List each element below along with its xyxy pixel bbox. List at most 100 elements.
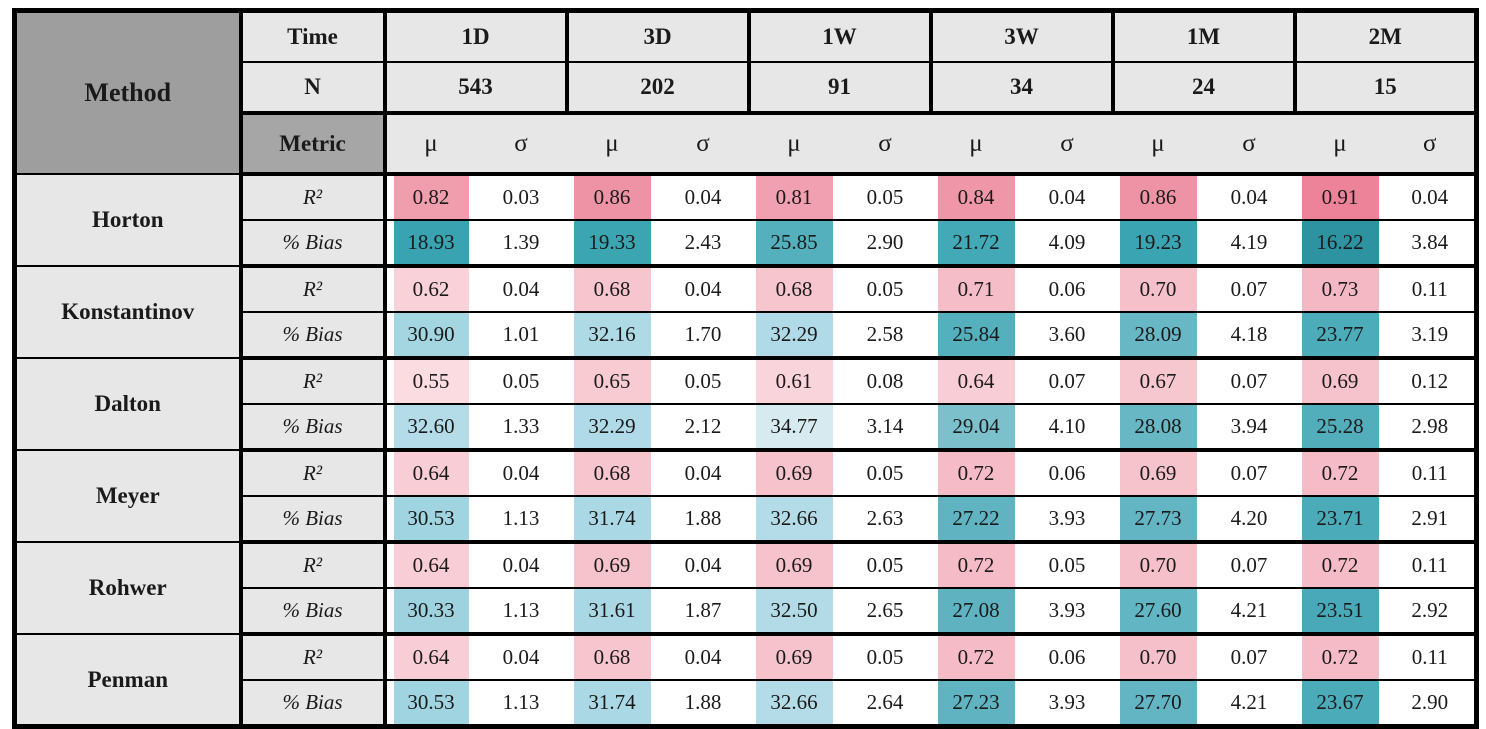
r2-mu-cell: 0.86	[566, 174, 658, 221]
r2-mu-value: 0.70	[1119, 544, 1197, 586]
r2-sigma-cell: 0.04	[657, 174, 749, 221]
r2-metric-label: R²	[240, 542, 387, 589]
bias-sigma-cell: 4.09	[1021, 220, 1113, 268]
r2-mu-cell: 0.69	[1294, 358, 1386, 405]
n-label: N	[240, 62, 387, 115]
bias-mu-cell: 27.73	[1112, 496, 1204, 544]
r2-sigma-value: 0.05	[502, 369, 540, 393]
bias-mu-value: 27.60	[1119, 589, 1197, 630]
method-r2-row: Penman R² 0.64 0.04 0.68 0.04 0.69 0.05 0.72 0.06…	[14, 634, 1477, 728]
bias-mu-cell: 30.53	[384, 496, 476, 544]
r2-sigma-cell: 0.04	[657, 266, 749, 313]
bias-mu-cell: 27.23	[930, 680, 1022, 729]
r2-mu-cell: 0.68	[566, 450, 658, 497]
bias-sigma-value: 1.88	[684, 506, 722, 530]
method-name: Penman	[14, 634, 243, 728]
bias-metric-label: % Bias	[240, 404, 387, 452]
time-period-3w: 3W	[928, 10, 1115, 63]
r2-mu-cell: 0.72	[930, 542, 1022, 589]
r2-sigma-cell: 0.07	[1203, 358, 1295, 405]
r2-mu-cell: 0.68	[748, 266, 840, 313]
r2-mu-value: 0.73	[1301, 268, 1379, 310]
r2-mu-value: 0.82	[393, 176, 469, 218]
bias-sigma-value: 3.93	[1048, 598, 1086, 622]
bias-sigma-cell: 1.87	[657, 588, 749, 636]
r2-mu-cell: 0.69	[1112, 450, 1204, 497]
bias-sigma-cell: 3.14	[839, 404, 931, 452]
sigma-header: σ	[1203, 113, 1295, 176]
bias-mu-value: 28.09	[1119, 313, 1197, 354]
bias-mu-cell: 31.74	[566, 496, 658, 544]
r2-sigma-cell: 0.04	[1385, 174, 1477, 221]
r2-sigma-value: 0.05	[866, 645, 904, 669]
bias-sigma-value: 2.64	[866, 690, 904, 714]
r2-sigma-value: 0.11	[1411, 277, 1448, 301]
bias-sigma-cell: 1.70	[657, 312, 749, 360]
bias-sigma-cell: 1.01	[475, 312, 567, 360]
bias-sigma-cell: 1.13	[475, 680, 567, 729]
r2-sigma-value: 0.07	[1230, 277, 1268, 301]
bias-mu-cell: 28.09	[1112, 312, 1204, 360]
time-label: Time	[240, 10, 387, 63]
time-header-row: Method Time 1D 3D 1W 3W 1M 2M	[14, 10, 1479, 175]
r2-mu-value: 0.72	[1301, 452, 1379, 494]
n-value-1m: 24	[1110, 62, 1297, 115]
bias-mu-cell: 32.66	[748, 680, 840, 729]
bias-sigma-cell: 2.98	[1385, 404, 1477, 452]
bias-mu-cell: 32.16	[566, 312, 658, 360]
bias-mu-cell: 25.85	[748, 220, 840, 268]
bias-mu-cell: 31.61	[566, 588, 658, 636]
bias-mu-cell: 32.60	[384, 404, 476, 452]
sample-size-row: N 543 202 91 34 24 15	[15, 62, 1479, 115]
bias-mu-cell: 25.84	[930, 312, 1022, 360]
bias-sigma-cell: 1.13	[475, 588, 567, 636]
r2-mu-cell: 0.72	[930, 634, 1022, 681]
r2-mu-cell: 0.69	[566, 542, 658, 589]
r2-sigma-value: 0.04	[502, 553, 540, 577]
bias-mu-value: 30.33	[393, 589, 469, 630]
r2-sigma-cell: 0.06	[1021, 450, 1113, 497]
r2-mu-value: 0.68	[573, 636, 651, 678]
r2-mu-value: 0.81	[755, 176, 833, 218]
bias-sigma-cell: 2.65	[839, 588, 931, 636]
r2-mu-cell: 0.62	[384, 266, 476, 313]
bias-mu-value: 32.66	[755, 497, 833, 538]
bias-mu-cell: 30.33	[384, 588, 476, 636]
bias-mu-cell: 18.93	[384, 220, 476, 268]
r2-sigma-cell: 0.11	[1385, 634, 1477, 681]
method-name: Dalton	[14, 358, 243, 451]
r2-mu-value: 0.69	[1301, 360, 1379, 402]
r2-sigma-cell: 0.05	[839, 450, 931, 497]
r2-mu-value: 0.68	[573, 268, 651, 310]
bias-mu-value: 25.28	[1301, 405, 1379, 446]
bias-mu-value: 25.85	[755, 221, 833, 262]
bias-mu-cell: 23.67	[1294, 680, 1386, 729]
bias-metric-label: % Bias	[240, 588, 387, 636]
r2-mu-cell: 0.67	[1112, 358, 1204, 405]
bias-mu-value: 27.70	[1119, 681, 1197, 723]
r2-mu-value: 0.65	[573, 360, 651, 402]
bias-mu-cell: 30.53	[384, 680, 476, 729]
metric-label: Metric	[240, 113, 387, 176]
r2-mu-value: 0.62	[393, 268, 469, 310]
r2-mu-value: 0.68	[573, 452, 651, 494]
bias-mu-value: 23.51	[1301, 589, 1379, 630]
method-name: Rohwer	[14, 542, 243, 635]
r2-mu-cell: 0.91	[1294, 174, 1386, 221]
r2-sigma-value: 0.04	[1048, 185, 1086, 209]
bias-sigma-value: 4.21	[1230, 598, 1268, 622]
r2-sigma-cell: 0.04	[657, 542, 749, 589]
r2-sigma-value: 0.04	[684, 185, 722, 209]
method-name: Horton	[14, 174, 243, 267]
r2-sigma-value: 0.05	[866, 277, 904, 301]
r2-sigma-value: 0.05	[1048, 553, 1086, 577]
bias-sigma-value: 3.84	[1411, 230, 1449, 254]
r2-metric-label: R²	[240, 174, 387, 221]
r2-mu-cell: 0.69	[748, 542, 840, 589]
bias-sigma-value: 2.90	[866, 230, 904, 254]
r2-mu-value: 0.71	[937, 268, 1015, 310]
method-bias-row: % Bias 32.60 1.33 32.29 2.12 34.77 3.14 29.04 4.…	[15, 404, 1477, 452]
bias-metric-label: % Bias	[240, 496, 387, 544]
method-name: Konstantinov	[14, 266, 243, 359]
r2-sigma-value: 0.07	[1230, 369, 1268, 393]
